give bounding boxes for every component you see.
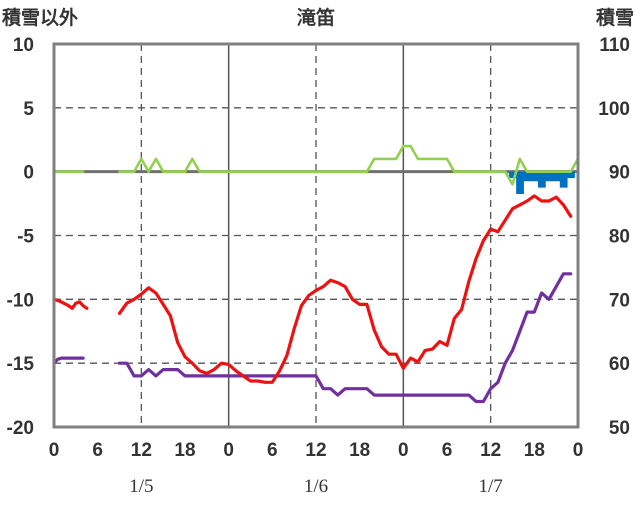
x-tick-label: 0 [223, 440, 234, 461]
x-tick-label: 6 [442, 440, 453, 461]
grid-lines [54, 44, 578, 427]
right-tick-label: 110 [599, 35, 630, 56]
left-tick-label: 5 [23, 99, 34, 120]
left-tick-label: -10 [7, 290, 34, 311]
series-lines [52, 144, 580, 404]
snow-depth-bar [537, 171, 546, 188]
right-tick-label: 50 [609, 418, 630, 439]
plot-frame [52, 42, 580, 429]
x-tick-label: 12 [131, 440, 152, 461]
right-tick-label: 70 [609, 290, 630, 311]
snow-depth-bar [567, 171, 575, 179]
snow-depth-bars [508, 171, 575, 195]
x-tick-label: 18 [349, 440, 370, 461]
x-tick-label: 6 [92, 440, 103, 461]
x-tick-label: 6 [267, 440, 278, 461]
temperature-line [117, 194, 573, 384]
snow-depth-bar [559, 171, 568, 188]
x-tick-label: 18 [524, 440, 545, 461]
chart-title: 滝笛 [297, 6, 335, 29]
right-tick-label: 100 [598, 99, 630, 120]
date-label: 1/5 [129, 476, 153, 497]
right-tick-label: 60 [609, 354, 630, 375]
snow-depth-bar [523, 171, 532, 182]
x-tick-label: 12 [480, 440, 501, 461]
temperature-line [52, 297, 89, 310]
snow-depth-bar [508, 171, 517, 179]
left-tick-label: -5 [17, 227, 34, 248]
right-tick-label: 80 [609, 227, 630, 248]
left-tick-label: -20 [7, 418, 34, 439]
right-tick-label: 90 [609, 163, 630, 184]
left-tick-label: -15 [7, 354, 35, 375]
x-tick-label: 0 [49, 440, 60, 461]
right-axis-title: 積雪 [596, 6, 634, 29]
date-label: 1/6 [304, 476, 328, 497]
dew_point-line [52, 356, 85, 365]
left-tick-label: 10 [13, 35, 34, 56]
precipitation-line [118, 144, 580, 186]
snow-depth-bar [545, 171, 554, 182]
snow-depth-bar [530, 171, 539, 182]
date-label: 1/7 [479, 476, 503, 497]
x-tick-label: 0 [573, 440, 584, 461]
x-tick-label: 0 [398, 440, 409, 461]
snow-depth-bar [516, 171, 524, 195]
left-tick-label: 0 [23, 163, 34, 184]
dew_point-line [117, 272, 573, 404]
snow-depth-bar [552, 171, 561, 182]
x-tick-label: 18 [174, 440, 195, 461]
x-tick-label: 12 [305, 440, 326, 461]
left-axis-title: 積雪以外 [2, 6, 78, 29]
